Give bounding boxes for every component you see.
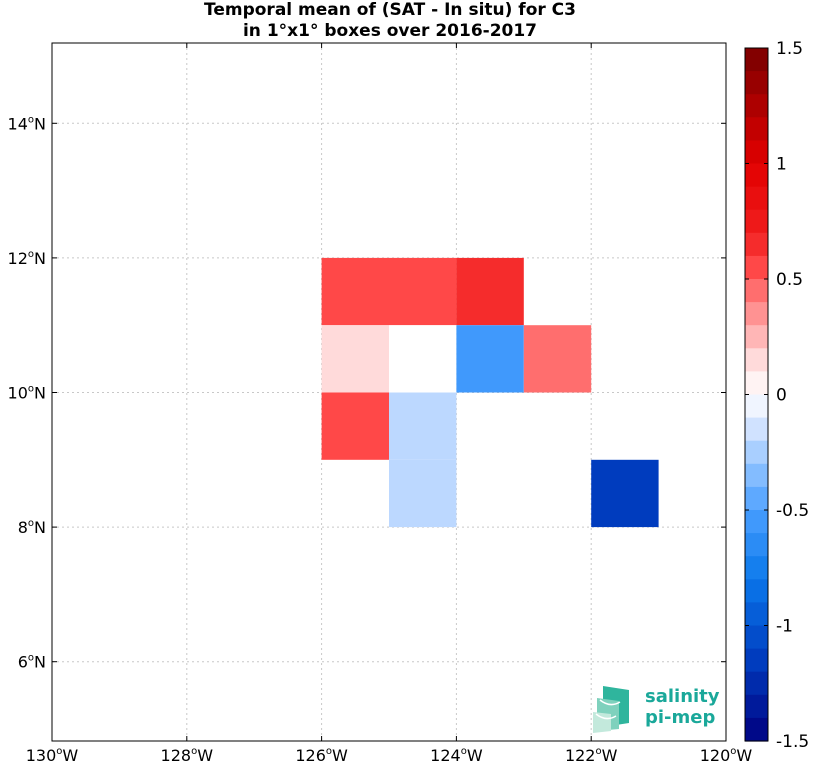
colorbar-segment (745, 463, 768, 488)
colorbar-segment (745, 302, 768, 326)
colorbar-segment (745, 348, 768, 372)
colorbar-segment (745, 671, 768, 696)
data-cell (389, 325, 457, 393)
map-title-line-1: Temporal mean of (SAT - In situ) for C3 (204, 0, 576, 20)
axis-ticks: 130oW 128oW 126oW 124oW 122oW 120oW 6oN 8oN 10oN… (8, 43, 753, 763)
colorbar-tick-label: 0.5 (776, 270, 803, 290)
colorbar-segment (745, 48, 768, 72)
map-title-line-2: in 1°x1° boxes over 2016-2017 (242, 21, 538, 41)
y-tick-label: 12oN (8, 249, 46, 268)
colorbar-segment (745, 694, 768, 719)
map-title: Temporal mean of (SAT - In situ) for C3 … (0, 0, 780, 42)
x-tick-label: 130oW (26, 746, 79, 763)
x-tick-label: 128oW (161, 746, 214, 763)
data-cells (321, 257, 659, 528)
colorbar-segment (745, 186, 768, 211)
colorbar-segment (745, 279, 768, 303)
data-cell (591, 459, 659, 528)
colorbar-segment (745, 648, 768, 673)
colorbar-tick-label: -1.5 (776, 732, 809, 752)
colorbar-tick-label: 0 (776, 386, 787, 406)
colorbar-tick-label: 1 (776, 155, 787, 175)
logo-text-salinity: salinity (645, 686, 720, 707)
x-tick-label: 122oW (565, 746, 618, 763)
colorbar-segment (745, 94, 768, 118)
colorbar-segment (745, 325, 768, 349)
colorbar-tick-label: -0.5 (776, 501, 809, 521)
x-tick-label: 126oW (295, 746, 348, 763)
colorbar-tick-label: -1 (776, 617, 793, 637)
colorbar-segment (745, 371, 768, 396)
y-tick-label: 14oN (8, 114, 46, 133)
data-cell (456, 325, 524, 393)
colorbar-segment (745, 232, 768, 257)
graticule (52, 43, 726, 741)
colorbar-segment (745, 394, 768, 419)
colorbar-segment (745, 117, 768, 141)
data-cell (389, 257, 457, 326)
colorbar-segment (745, 717, 768, 742)
colorbar-tick-label: 1.5 (776, 39, 803, 59)
x-tick-label: 120oW (700, 746, 753, 763)
y-tick-label: 6oN (18, 653, 46, 672)
data-cell (389, 459, 457, 528)
colorbar-segment (745, 255, 768, 280)
colorbar-segment (745, 533, 768, 557)
colorbar-segment (745, 579, 768, 603)
colorbar: 1.5 1 0.5 0 -0.5 -1 -1.5 (744, 39, 809, 752)
colorbar-segment (745, 163, 768, 188)
colorbar-segment (745, 602, 768, 627)
data-cell (456, 257, 524, 326)
colorbar-segment (745, 510, 768, 534)
data-cell (523, 325, 592, 393)
data-cell (321, 392, 389, 460)
logo-text-pi-mep: pi-mep (645, 707, 715, 728)
colorbar-segment (745, 440, 768, 465)
data-cell (321, 325, 389, 393)
colorbar-segment (745, 209, 768, 234)
colorbar-segment (745, 486, 768, 511)
salinity-pi-mep-logo: salinity pi-mep (593, 686, 720, 733)
data-cell (321, 257, 389, 326)
logo-mark-icon (593, 686, 629, 733)
data-cell (389, 392, 457, 460)
x-tick-label: 124oW (430, 746, 483, 763)
y-tick-label: 8oN (18, 518, 46, 537)
colorbar-segment (745, 140, 768, 165)
colorbar-segment (745, 625, 768, 650)
colorbar-segment (745, 556, 768, 580)
colorbar-segment (745, 417, 768, 442)
colorbar-segment (745, 71, 768, 95)
y-tick-label: 10oN (8, 384, 46, 403)
